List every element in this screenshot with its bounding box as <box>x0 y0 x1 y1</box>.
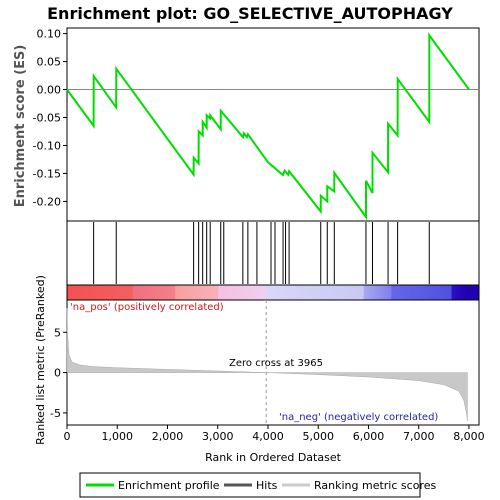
es-panel-frame <box>66 27 480 222</box>
legend: Enrichment profile Hits Ranking metric sco… <box>86 479 436 492</box>
x-tick-label: 7,000 <box>403 430 435 443</box>
ranked-y-tick-label: 0 <box>54 367 61 380</box>
legend-enrichment-label: Enrichment profile <box>118 479 220 492</box>
x-tick-label: 3,000 <box>202 430 234 443</box>
x-tick-label: 1,000 <box>101 430 133 443</box>
neg-correlated-label: 'na_neg' (negatively correlated) <box>279 412 438 423</box>
x-tick-label: 0 <box>64 430 71 443</box>
x-tick-label: 5,000 <box>302 430 334 443</box>
ranked-y-axis-title: Ranked list metric (PreRanked) <box>34 275 47 445</box>
ranking-gradient-bar <box>67 285 479 300</box>
x-axis: 0 1,000 2,000 3,000 4,000 5,000 6,000 7,000 8,00… <box>64 425 485 443</box>
pos-correlated-label: 'na_pos' (positively correlated) <box>70 302 224 313</box>
ranked-y-axis: 5 0 -5 <box>50 326 67 420</box>
x-tick-label: 8,000 <box>453 430 485 443</box>
es-y-axis: 0.10 0.05 0.00 -0.05 -0.10 -0.15 -0.20 <box>33 28 67 208</box>
ranked-panel-frame <box>66 299 480 426</box>
x-tick-label: 2,000 <box>152 430 184 443</box>
ranked-y-tick-label: 5 <box>54 326 61 339</box>
hits-group <box>93 222 430 284</box>
es-y-tick-label: 0.05 <box>37 56 62 69</box>
es-y-tick-label: 0.10 <box>37 28 62 41</box>
es-y-tick-label: -0.05 <box>33 112 61 125</box>
es-y-tick-label: -0.20 <box>33 195 61 208</box>
x-tick-label: 6,000 <box>353 430 385 443</box>
legend-box <box>79 472 421 498</box>
x-tick-label: 4,000 <box>252 430 284 443</box>
legend-hits-label: Hits <box>256 479 278 492</box>
zero-cross-label: Zero cross at 3965 <box>229 358 323 369</box>
es-y-axis-title: Enrichment score (ES) <box>13 45 28 208</box>
es-y-tick-label: -0.15 <box>33 167 61 180</box>
es-y-tick-label: -0.10 <box>33 139 61 152</box>
chart-title: Enrichment plot: GO_SELECTIVE_AUTOPHAGY <box>47 4 453 23</box>
enrichment-profile-line <box>66 32 470 221</box>
ranked-y-tick-label: -5 <box>50 407 61 420</box>
es-y-tick-label: 0.00 <box>37 84 62 97</box>
x-axis-title: Rank in Ordered Dataset <box>205 451 342 464</box>
legend-ranking-label: Ranking metric scores <box>314 479 436 492</box>
hits-panel-frame <box>66 220 480 286</box>
